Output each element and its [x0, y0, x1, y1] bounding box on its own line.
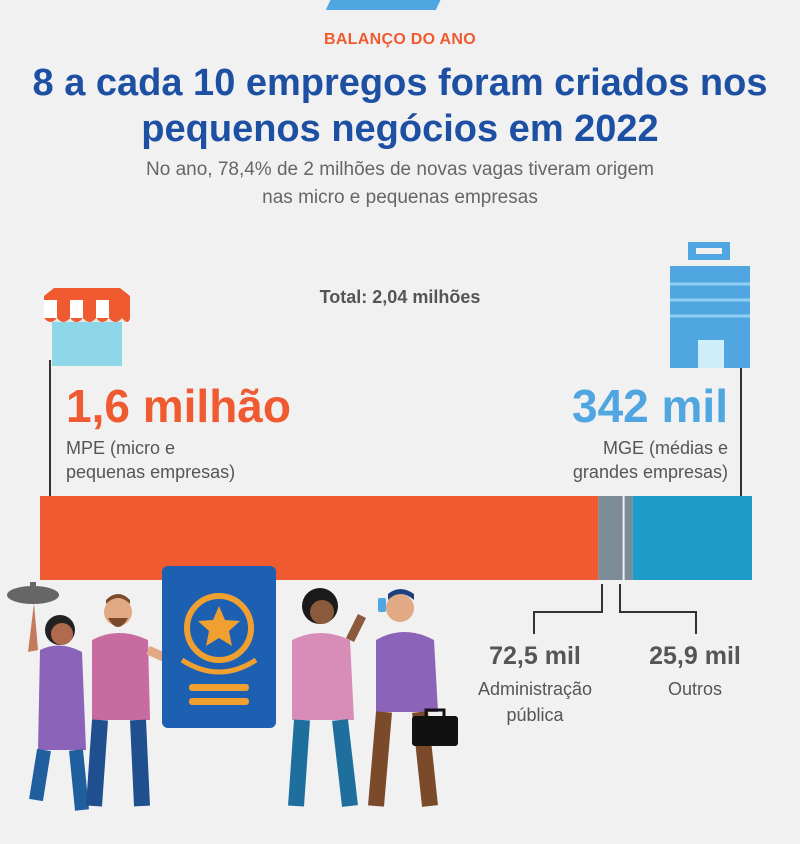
- bar-group: [40, 496, 752, 580]
- mge-label: MGE (médias e grandes empresas): [488, 436, 728, 484]
- mpe-label-line-2: pequenas empresas): [66, 462, 236, 482]
- adm-value: 72,5 mil: [489, 642, 581, 670]
- total-label: Total: 2,04 milhões: [319, 287, 481, 307]
- person-waiter: [7, 582, 89, 811]
- subtitle-line-1: No ano, 78,4% de 2 milhões de novas vaga…: [146, 159, 654, 180]
- mge-label-line-2: grandes empresas): [572, 462, 728, 482]
- people-illustration: [7, 566, 458, 811]
- page-title: 8 a cada 10 empregos foram criados nos p…: [0, 60, 800, 152]
- bar-segment-mpe: [40, 496, 599, 580]
- person-drinking: [368, 589, 458, 807]
- person-bearded: [86, 594, 172, 807]
- person-curly-hair: [288, 588, 367, 807]
- adm-label: Administração pública: [460, 676, 610, 728]
- mpe-value: 1,6 milhão: [66, 380, 291, 432]
- title-line-1: 8 a cada 10 empregos foram criados nos: [32, 62, 768, 104]
- outros-value: 25,9 mil: [649, 642, 741, 670]
- mge-label-line-1: MGE (médias e: [602, 438, 728, 458]
- mpe-label-line-1: MPE (micro e: [66, 438, 176, 458]
- office-building-icon: [670, 242, 750, 368]
- connector-lines: [49, 360, 742, 634]
- adm-connector: [533, 584, 603, 634]
- bar-segment-outros: [623, 496, 633, 580]
- title-line-2: pequenos negócios em 2022: [141, 108, 659, 150]
- employment-card-icon: [162, 566, 276, 728]
- bar-segment-mge: [632, 496, 752, 580]
- mge-value: 342 mil: [572, 380, 728, 432]
- adm-label-line-1: Administração: [477, 679, 593, 699]
- outros-connector: [619, 584, 697, 634]
- subtitle: No ano, 78,4% de 2 milhões de novas vaga…: [0, 156, 800, 212]
- bar-segment-adm: [598, 496, 624, 580]
- adm-label-line-2: pública: [506, 705, 564, 725]
- storefront-icon: [44, 288, 130, 366]
- outros-label: Outros: [667, 679, 723, 699]
- subtitle-line-2: nas micro e pequenas empresas: [262, 187, 538, 208]
- kicker: BALANÇO DO ANO: [323, 31, 477, 48]
- mpe-label: MPE (micro e pequenas empresas): [66, 436, 326, 484]
